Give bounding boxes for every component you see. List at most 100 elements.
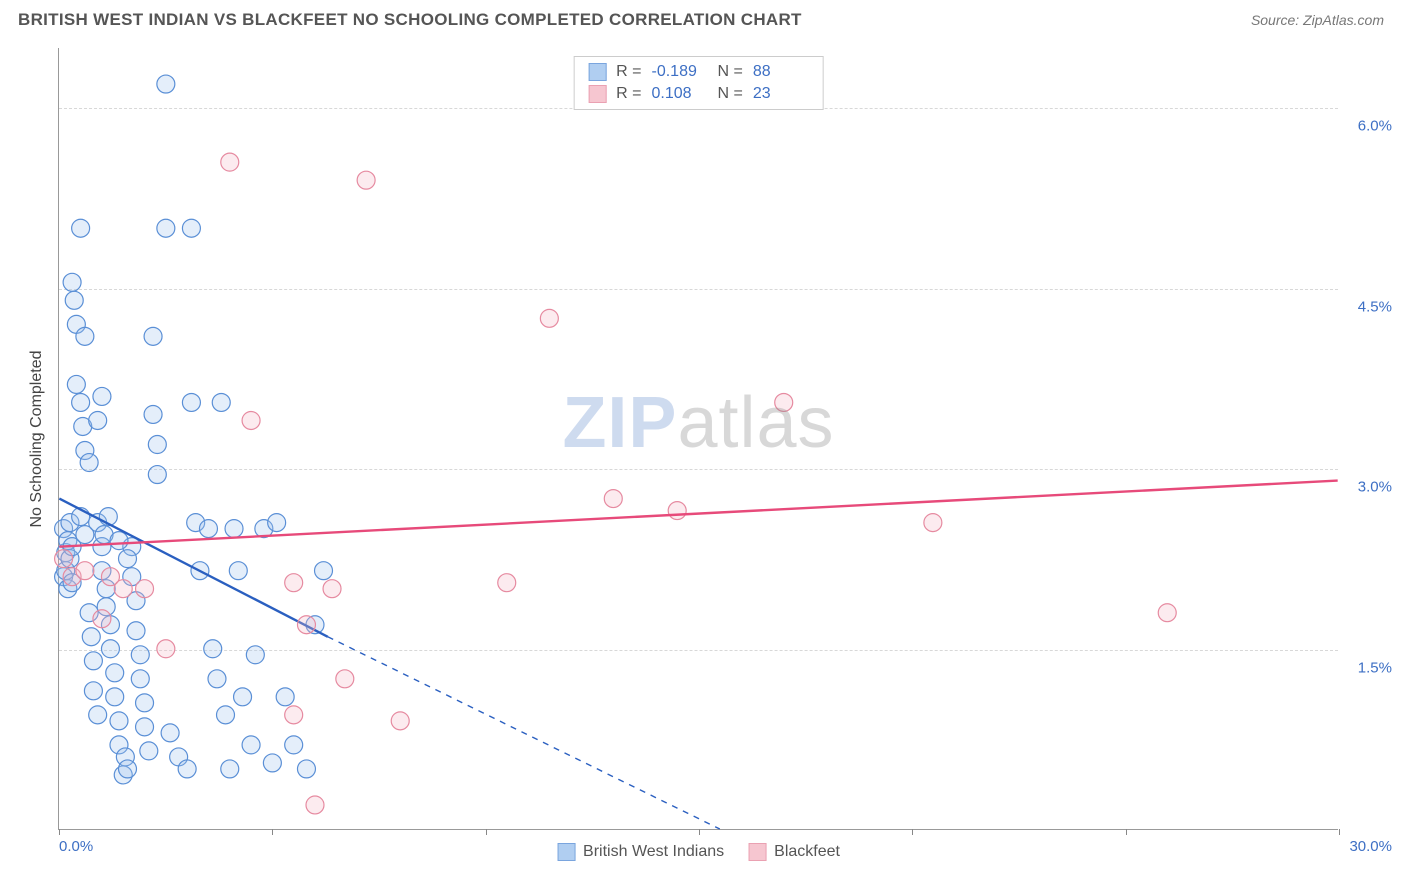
- data-point: [242, 411, 260, 429]
- data-point: [136, 694, 154, 712]
- data-point: [76, 327, 94, 345]
- r-value: 0.108: [652, 85, 708, 103]
- data-point: [263, 754, 281, 772]
- data-point: [157, 75, 175, 93]
- data-point: [315, 562, 333, 580]
- legend-row: R =-0.189N =88: [574, 61, 823, 83]
- data-point: [182, 219, 200, 237]
- data-point: [89, 411, 107, 429]
- data-point: [93, 387, 111, 405]
- y-axis-title: No Schooling Completed: [28, 350, 46, 527]
- data-point: [285, 706, 303, 724]
- data-point: [285, 736, 303, 754]
- x-tick-mark: [486, 829, 487, 835]
- x-tick-mark: [912, 829, 913, 835]
- data-point: [157, 219, 175, 237]
- data-point: [136, 718, 154, 736]
- data-point: [55, 550, 73, 568]
- data-point: [336, 670, 354, 688]
- x-tick-mark: [699, 829, 700, 835]
- data-point: [604, 490, 622, 508]
- data-point: [306, 796, 324, 814]
- data-point: [63, 273, 81, 291]
- data-point: [82, 628, 100, 646]
- data-point: [148, 466, 166, 484]
- data-point: [80, 454, 98, 472]
- data-point: [775, 393, 793, 411]
- n-label: N =: [718, 85, 743, 103]
- data-point: [182, 393, 200, 411]
- data-point: [76, 526, 94, 544]
- n-value: 23: [753, 85, 809, 103]
- data-point: [242, 736, 260, 754]
- r-label: R =: [616, 63, 641, 81]
- data-point: [234, 688, 252, 706]
- data-point: [65, 291, 83, 309]
- data-point: [84, 652, 102, 670]
- legend-row: R = 0.108 N = 23: [574, 83, 823, 105]
- data-point: [357, 171, 375, 189]
- legend-swatch: [748, 843, 766, 861]
- legend-item: British West Indians: [557, 843, 724, 861]
- data-point: [268, 514, 286, 532]
- data-point: [67, 375, 85, 393]
- data-point: [157, 640, 175, 658]
- series-legend: British West Indians Blackfeet: [557, 843, 840, 861]
- data-point: [199, 520, 217, 538]
- data-point: [323, 580, 341, 598]
- data-point: [540, 309, 558, 327]
- n-label: N =: [718, 63, 743, 81]
- data-point: [101, 640, 119, 658]
- data-point: [144, 327, 162, 345]
- data-point: [119, 760, 137, 778]
- y-tick-label: 3.0%: [1358, 479, 1392, 496]
- plot-area: No Schooling Completed 1.5%3.0%4.5%6.0% …: [58, 48, 1338, 830]
- data-point: [668, 502, 686, 520]
- y-tick-label: 4.5%: [1358, 298, 1392, 315]
- data-point: [208, 670, 226, 688]
- trend-line: [59, 481, 1337, 547]
- data-point: [297, 616, 315, 634]
- data-point: [212, 393, 230, 411]
- legend-swatch: [557, 843, 575, 861]
- data-point: [924, 514, 942, 532]
- x-tick-mark: [59, 829, 60, 835]
- data-point: [217, 706, 235, 724]
- legend-swatch: [588, 85, 606, 103]
- x-tick-mark: [1339, 829, 1340, 835]
- data-point: [76, 562, 94, 580]
- r-label: R =: [616, 85, 641, 103]
- data-point: [178, 760, 196, 778]
- data-point: [114, 580, 132, 598]
- data-point: [225, 520, 243, 538]
- chart-container: No Schooling Completed 1.5%3.0%4.5%6.0% …: [18, 42, 1388, 862]
- data-point: [246, 646, 264, 664]
- data-point: [1158, 604, 1176, 622]
- data-point: [276, 688, 294, 706]
- data-point: [84, 682, 102, 700]
- data-point: [127, 622, 145, 640]
- scatter-svg: [59, 48, 1338, 829]
- data-point: [119, 550, 137, 568]
- data-point: [140, 742, 158, 760]
- legend-label: Blackfeet: [774, 843, 840, 861]
- data-point: [204, 640, 222, 658]
- data-point: [148, 436, 166, 454]
- data-point: [131, 670, 149, 688]
- data-point: [498, 574, 516, 592]
- legend-label: British West Indians: [583, 843, 724, 861]
- data-point: [131, 646, 149, 664]
- legend-item: Blackfeet: [748, 843, 840, 861]
- data-point: [144, 405, 162, 423]
- source-attribution: Source: ZipAtlas.com: [1251, 12, 1384, 28]
- data-point: [93, 610, 111, 628]
- data-point: [106, 664, 124, 682]
- r-value: -0.189: [652, 63, 708, 81]
- x-tick-mark: [272, 829, 273, 835]
- data-point: [221, 760, 239, 778]
- legend-swatch: [588, 63, 606, 81]
- data-point: [72, 393, 90, 411]
- data-point: [221, 153, 239, 171]
- data-point: [285, 574, 303, 592]
- data-point: [89, 706, 107, 724]
